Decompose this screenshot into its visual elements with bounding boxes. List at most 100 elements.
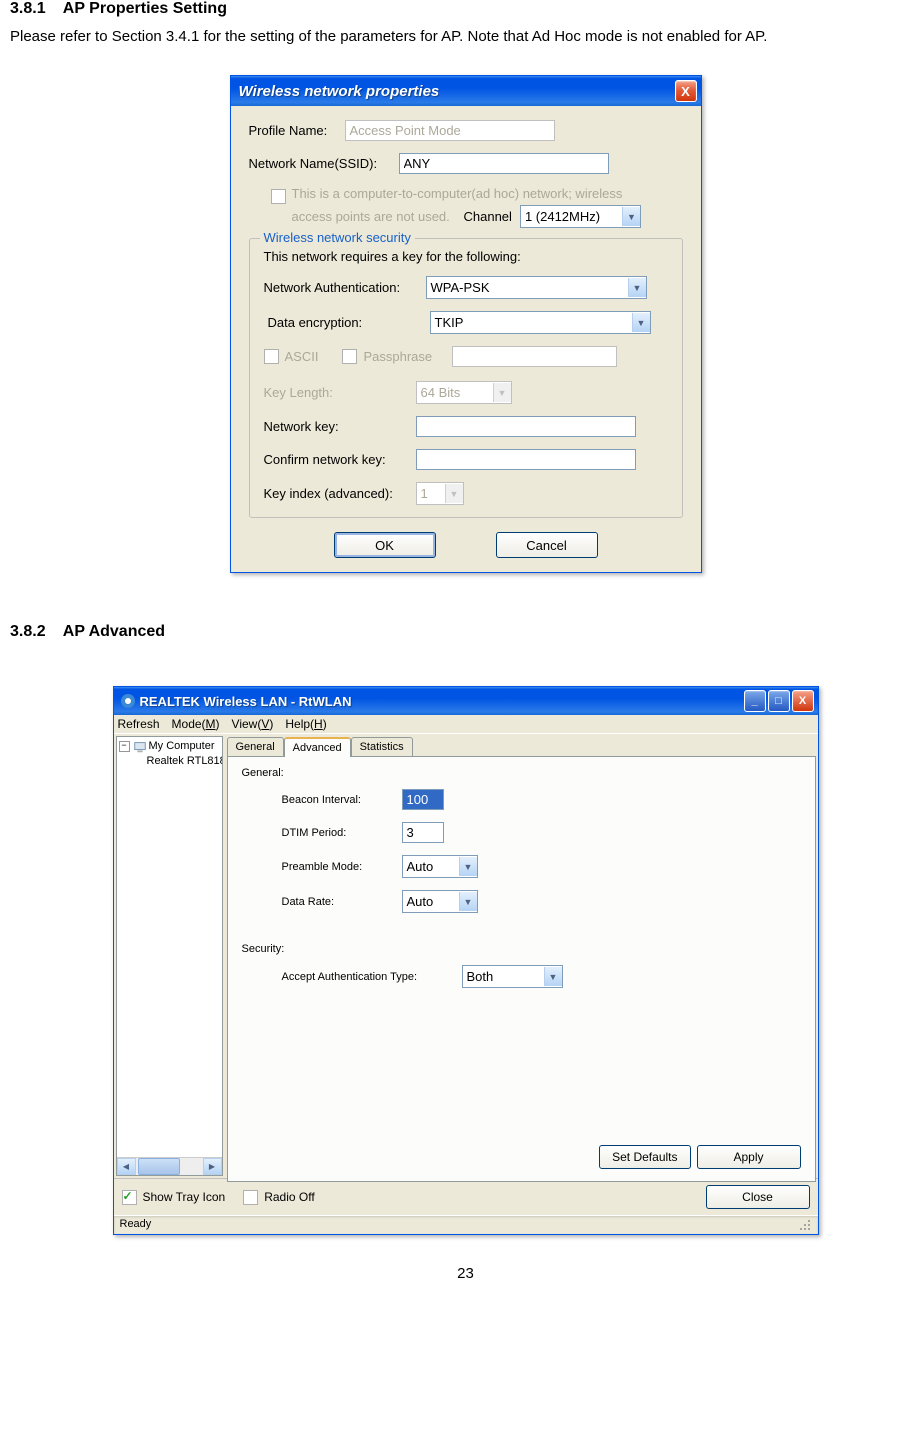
datarate-select[interactable]: Auto ▼	[402, 890, 478, 913]
menu-help[interactable]: Help(H)	[285, 717, 326, 731]
wireless-properties-dialog: Wireless network properties X Profile Na…	[230, 75, 702, 573]
apply-button[interactable]: Apply	[697, 1145, 801, 1169]
chevron-down-icon: ▼	[544, 967, 562, 986]
preamble-select[interactable]: Auto ▼	[402, 855, 478, 878]
section-title: AP Advanced	[63, 623, 165, 640]
resize-grip-icon	[798, 1218, 812, 1232]
dialog-body: Profile Name: Access Point Mode Network …	[231, 106, 701, 572]
showtray-checkbox[interactable]	[122, 1190, 137, 1205]
radiooff-label: Radio Off	[264, 1190, 314, 1204]
chevron-down-icon: ▼	[632, 313, 650, 332]
adhoc-text-line1: This is a computer-to-computer(ad hoc) n…	[292, 186, 641, 201]
ascii-checkbox	[264, 349, 279, 364]
beacon-field[interactable]	[402, 789, 444, 810]
fieldset-legend: Wireless network security	[260, 230, 415, 245]
menu-refresh[interactable]: Refresh	[118, 717, 160, 731]
profile-name-label: Profile Name:	[249, 123, 345, 138]
keylen-value: 64 Bits	[421, 385, 461, 400]
adhoc-text-line2: access points are not used.	[292, 209, 464, 224]
close-button[interactable]: X	[792, 690, 814, 712]
tree-child[interactable]: Realtek RTL8185 Wir	[119, 754, 220, 769]
scroll-right-icon[interactable]: ▶	[203, 1158, 222, 1175]
tab-general[interactable]: General	[227, 737, 284, 757]
status-text: Ready	[120, 1218, 152, 1232]
passphrase-label: Passphrase	[363, 349, 432, 364]
close-button[interactable]: X	[675, 80, 697, 102]
acceptauth-label: Accept Authentication Type:	[282, 971, 462, 983]
rtwlan-window: REALTEK Wireless LAN - RtWLAN _ □ X Refr…	[113, 686, 819, 1235]
menu-view[interactable]: View(V)	[232, 717, 274, 731]
preamble-label: Preamble Mode:	[282, 861, 402, 873]
cancel-button[interactable]: Cancel	[496, 532, 598, 558]
passphrase-field	[452, 346, 617, 367]
keyindex-label: Key index (advanced):	[264, 486, 416, 501]
scroll-left-icon[interactable]: ◀	[117, 1158, 136, 1175]
tree-child-label: Realtek RTL8185 Wir	[147, 754, 223, 769]
tab-content: General: Beacon Interval: DTIM Period: P…	[227, 756, 816, 1182]
confirmkey-field[interactable]	[416, 449, 636, 470]
section-heading-1: 3.8.1 AP Properties Setting	[10, 0, 911, 18]
section-number: 3.8.2	[10, 623, 46, 640]
tree-panel: − My Computer Realtek RTL8185 Wir ◀ ▶	[116, 736, 223, 1176]
section-heading-2: 3.8.2 AP Advanced	[10, 623, 911, 641]
passphrase-checkbox	[342, 349, 357, 364]
acceptauth-select[interactable]: Both ▼	[462, 965, 563, 988]
general-section-label: General:	[242, 767, 801, 779]
security-intro: This network requires a key for the foll…	[264, 249, 668, 264]
encrypt-select[interactable]: TKIP ▼	[430, 311, 651, 334]
auth-select[interactable]: WPA-PSK ▼	[426, 276, 647, 299]
tree-collapse-icon[interactable]: −	[119, 741, 130, 752]
datarate-label: Data Rate:	[282, 896, 402, 908]
keyindex-value: 1	[421, 486, 428, 501]
chevron-down-icon: ▼	[493, 383, 511, 402]
tab-statistics[interactable]: Statistics	[351, 737, 413, 757]
menu-mode[interactable]: Mode(M)	[172, 717, 220, 731]
close-icon: X	[681, 84, 690, 99]
keylen-label: Key Length:	[264, 385, 416, 400]
acceptauth-value: Both	[467, 969, 494, 984]
ssid-label: Network Name(SSID):	[249, 156, 399, 171]
datarate-value: Auto	[407, 894, 434, 909]
radiooff-checkbox[interactable]	[243, 1190, 258, 1205]
confirmkey-label: Confirm network key:	[264, 452, 416, 467]
dtim-label: DTIM Period:	[282, 827, 402, 839]
scrollbar[interactable]: ◀ ▶	[117, 1157, 222, 1175]
encrypt-value: TKIP	[435, 315, 464, 330]
titlebar-text: Wireless network properties	[239, 83, 675, 100]
channel-value: 1 (2412MHz)	[525, 209, 600, 224]
profile-name-field: Access Point Mode	[345, 120, 555, 141]
netkey-field[interactable]	[416, 416, 636, 437]
scroll-thumb[interactable]	[138, 1158, 180, 1175]
beacon-label: Beacon Interval:	[282, 794, 402, 806]
page-number: 23	[10, 1265, 911, 1282]
maximize-button[interactable]: □	[768, 690, 790, 712]
auth-label: Network Authentication:	[264, 280, 426, 295]
showtray-label: Show Tray Icon	[143, 1190, 226, 1204]
computer-icon	[133, 740, 147, 754]
section-number: 3.8.1	[10, 0, 46, 17]
app-icon	[120, 693, 136, 709]
setdefaults-button[interactable]: Set Defaults	[599, 1145, 690, 1169]
ssid-field[interactable]	[399, 153, 609, 174]
security-section-label: Security:	[242, 943, 801, 955]
ok-button[interactable]: OK	[334, 532, 436, 558]
minimize-button[interactable]: _	[744, 690, 766, 712]
minimize-icon: _	[751, 695, 757, 707]
section-title: AP Properties Setting	[63, 0, 227, 17]
ascii-label: ASCII	[285, 349, 319, 364]
tree-root[interactable]: − My Computer	[119, 739, 220, 754]
footer-bar: Show Tray Icon Radio Off Close	[114, 1178, 818, 1215]
tab-advanced[interactable]: Advanced	[284, 737, 351, 757]
channel-select[interactable]: 1 (2412MHz) ▼	[520, 205, 641, 228]
adhoc-checkbox	[271, 189, 286, 204]
body-text-1: Please refer to Section 3.4.1 for the se…	[10, 23, 911, 50]
titlebar[interactable]: REALTEK Wireless LAN - RtWLAN _ □ X	[114, 687, 818, 715]
preamble-value: Auto	[407, 859, 434, 874]
titlebar[interactable]: Wireless network properties X	[231, 76, 701, 106]
close-button-footer[interactable]: Close	[706, 1185, 810, 1209]
dtim-field[interactable]	[402, 822, 444, 843]
chevron-down-icon: ▼	[628, 278, 646, 297]
encrypt-label: Data encryption:	[264, 315, 430, 330]
chevron-down-icon: ▼	[445, 484, 463, 503]
netkey-label: Network key:	[264, 419, 416, 434]
